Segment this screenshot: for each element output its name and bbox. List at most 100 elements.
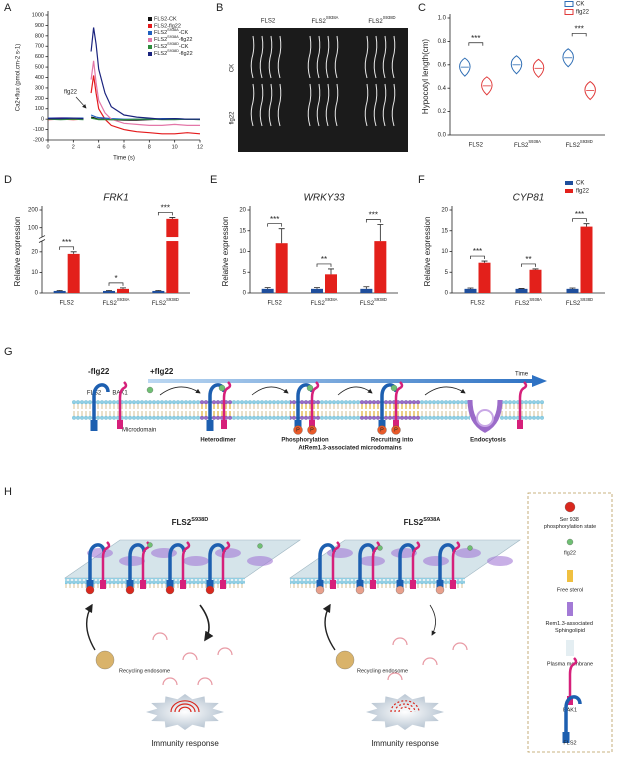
seedling [391, 83, 396, 127]
significance-label: *** [471, 34, 480, 43]
endocytosis-arrow [429, 604, 436, 636]
panel-letter: G [4, 346, 13, 358]
annotation: flg22 [64, 90, 78, 96]
label-after: +flg22 [150, 367, 174, 376]
vesicle-lumen [476, 409, 494, 427]
x-tick-label: FLS2 [469, 143, 484, 149]
bak1-receptor [101, 541, 111, 584]
bak1-kinase [221, 420, 227, 429]
fls2-kinase [126, 580, 134, 591]
x-tick-label: FLS2S938D [152, 297, 179, 306]
arrow-label: Time [515, 372, 529, 378]
text-part: FLS2 [514, 143, 529, 149]
seedling [268, 35, 273, 79]
text-part: FLS2 [404, 518, 424, 527]
legend-label: Plasma membrane [547, 661, 593, 667]
x-tick-label: 10 [172, 144, 178, 150]
text-part: FLS2 [103, 301, 118, 307]
bak1-receptor [221, 541, 231, 584]
significance-bracket [468, 42, 484, 46]
superscript: S938A [326, 15, 339, 20]
x-tick-label: 12 [197, 144, 203, 150]
error-bar [532, 268, 539, 270]
signal-wave [390, 700, 420, 713]
phosphorylation-label: Phosphorylation [281, 438, 329, 444]
endocytosis-arrow [199, 604, 214, 642]
seedling [373, 35, 378, 79]
x-tick-label: 4 [97, 144, 100, 150]
superscript: S938D [167, 42, 179, 46]
y-tick-label: 900 [35, 23, 44, 29]
sphingolipid-domain [215, 548, 241, 558]
error-bar [314, 287, 320, 289]
x-tick-label: FLS2S938A [311, 297, 338, 306]
y-tick-label: 10 [239, 249, 246, 255]
significance-bracket [267, 223, 283, 227]
response-label: Immunity response [371, 739, 439, 748]
bar [103, 290, 115, 293]
fls2-receptor [208, 543, 226, 584]
immunity-burst [146, 694, 224, 730]
superscript: S938A [167, 28, 179, 32]
superscript: S938D [191, 517, 208, 523]
signal-wave [170, 700, 200, 713]
y-tick-label: 5 [243, 270, 247, 276]
y-tick-label: 700 [35, 44, 44, 50]
sphingolipid-domain [455, 548, 481, 558]
legend-label: FLS2S938D-flg22 [154, 49, 193, 57]
violin [562, 48, 574, 68]
y-axis-label: Relative expression [221, 217, 230, 287]
bak1-receptor [181, 541, 191, 584]
seedling [325, 35, 330, 79]
signal-wave [398, 706, 412, 713]
seedling [391, 35, 396, 79]
legend-label: flg22 [564, 550, 576, 556]
significance-label: *** [270, 215, 279, 224]
bar [325, 274, 337, 293]
bar [566, 288, 579, 293]
bar [53, 290, 66, 293]
fls2-kinase [396, 580, 404, 591]
legend-marker [564, 9, 574, 15]
text-part: FLS2 [154, 51, 167, 57]
axis-break-mark [38, 235, 46, 243]
bar [478, 262, 491, 293]
text-part: FLS2 [312, 19, 327, 25]
chart-title: CYP81 [513, 193, 545, 204]
seedling [373, 83, 378, 127]
error-bar [583, 223, 590, 227]
fls2-receptor [564, 695, 582, 736]
y-tick-label: 15 [441, 228, 448, 234]
sphingolipid-domain [87, 548, 113, 558]
bak1-kinase [180, 580, 186, 589]
panel-letter: E [210, 174, 217, 186]
photo-row-label: flg22 [230, 111, 236, 125]
text-part: -flg22 [179, 51, 193, 57]
legend-label: flg22 [576, 189, 590, 195]
endocytic-vesicle [217, 647, 233, 656]
stage-arrow [424, 386, 466, 396]
legend-icon [566, 640, 574, 656]
bak1-kinase [567, 696, 573, 705]
fls2-kinase [356, 580, 364, 591]
ser938-state [315, 585, 325, 595]
seedling [268, 83, 273, 127]
phospho-site [307, 425, 317, 435]
legend-box [527, 492, 613, 753]
error-bar [328, 268, 334, 275]
bak1-kinase [309, 420, 315, 429]
legend-marker [148, 24, 152, 28]
recycle-arrow [84, 603, 96, 651]
significance-label: *** [473, 247, 482, 256]
y-axis-label: Hypocotyl length(cm) [421, 39, 430, 114]
series-line [47, 117, 201, 121]
error-bar [278, 228, 285, 244]
panel-letter: A [4, 2, 12, 14]
text-part: FLS2 [152, 301, 167, 307]
ser938-state [395, 585, 405, 595]
fls2-kinase [86, 580, 94, 591]
text-part: FLS2 [515, 301, 530, 307]
ser938-state [355, 585, 365, 595]
fls2-kinase [206, 420, 214, 431]
y-tick-label: 0 [35, 291, 39, 297]
